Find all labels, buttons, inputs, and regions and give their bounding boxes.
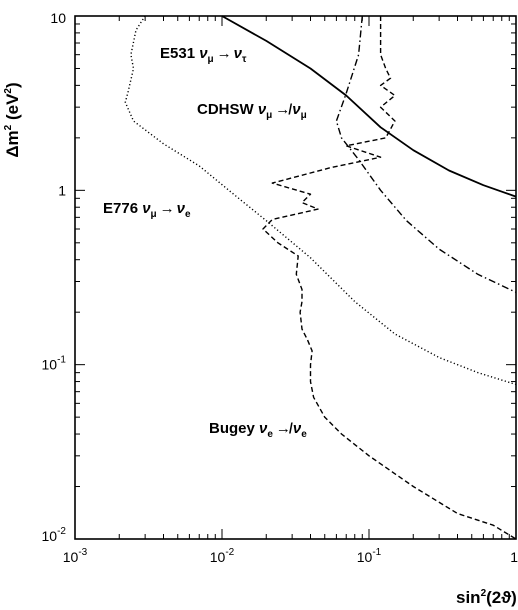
axis-ticks <box>75 16 516 539</box>
series-dashed-curve <box>263 16 516 539</box>
plot-frame <box>75 16 516 539</box>
x-tick-label: 10-1 <box>357 547 382 565</box>
annotation-cdhsw: CDHSW νμ ↛ νμ <box>197 101 307 121</box>
series-layer <box>125 16 516 539</box>
y-tick-label: 10-2 <box>42 526 67 544</box>
x-tick-label: 10-2 <box>210 547 235 565</box>
annotation-e531: E531 νμ → ντ <box>160 45 247 65</box>
y-tick-label: 10-1 <box>42 355 67 373</box>
y-tick-label: 1 <box>58 182 66 198</box>
y-axis-label: Δm2 (eV2) <box>3 82 22 157</box>
tick-labels: 10-3 10-2 10-1 1 10 1 10-1 10-2 <box>42 10 518 565</box>
x-tick-label: 10-3 <box>63 547 88 565</box>
x-tick-label: 1 <box>510 549 518 565</box>
annotation-bugey: Bugey νe ↛ νe <box>209 420 307 440</box>
series-dashdot-curve <box>336 16 516 292</box>
annotation-e776: E776 νμ → νe <box>103 200 191 220</box>
x-axis-label: sin2(2ϑ) <box>456 588 517 607</box>
y-tick-label: 10 <box>50 10 66 26</box>
